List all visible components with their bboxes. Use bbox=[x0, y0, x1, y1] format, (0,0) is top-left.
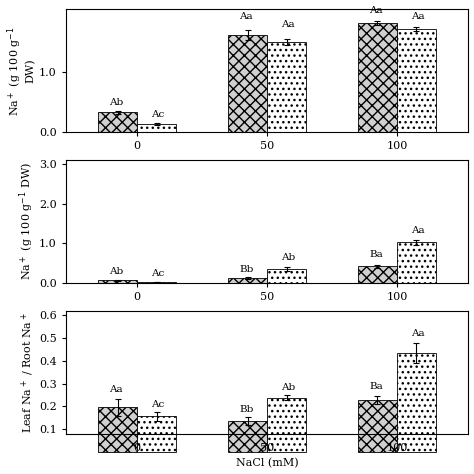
Bar bbox=[267, 398, 306, 452]
Y-axis label: Na$^+$ (g 100 g$^{-1}$
DW): Na$^+$ (g 100 g$^{-1}$ DW) bbox=[6, 26, 36, 116]
Bar bbox=[98, 407, 137, 452]
Text: Aa: Aa bbox=[281, 20, 295, 29]
Text: Ab: Ab bbox=[109, 98, 124, 107]
Text: Aa: Aa bbox=[411, 226, 425, 235]
Text: Ab: Ab bbox=[281, 253, 295, 262]
Text: Aa: Aa bbox=[239, 12, 253, 21]
Text: Ac: Ac bbox=[151, 269, 164, 278]
Bar bbox=[228, 35, 267, 132]
Bar bbox=[228, 421, 267, 452]
Bar bbox=[397, 242, 436, 283]
Bar bbox=[267, 269, 306, 283]
Text: Ba: Ba bbox=[369, 383, 383, 392]
Y-axis label: Na$^+$ (g 100 g$^{-1}$ DW): Na$^+$ (g 100 g$^{-1}$ DW) bbox=[18, 163, 36, 281]
Y-axis label: Leaf Na$^+$ / Root Na$^+$: Leaf Na$^+$ / Root Na$^+$ bbox=[20, 312, 36, 433]
Bar bbox=[98, 112, 137, 132]
Bar bbox=[397, 29, 436, 132]
Bar bbox=[358, 266, 397, 283]
Bar bbox=[397, 353, 436, 452]
Text: Ac: Ac bbox=[151, 400, 164, 409]
Bar bbox=[137, 417, 176, 452]
Text: Aa: Aa bbox=[411, 12, 425, 21]
Text: Bb: Bb bbox=[239, 265, 254, 274]
Bar bbox=[137, 124, 176, 132]
Bar bbox=[358, 400, 397, 452]
Bar bbox=[98, 281, 137, 283]
Text: Ac: Ac bbox=[151, 110, 164, 119]
X-axis label: NaCl (mM): NaCl (mM) bbox=[236, 458, 298, 468]
Bar bbox=[267, 42, 306, 132]
Text: Aa: Aa bbox=[369, 6, 383, 15]
Text: Ab: Ab bbox=[109, 267, 124, 276]
Bar bbox=[137, 282, 176, 283]
Text: Ab: Ab bbox=[281, 383, 295, 392]
Bar bbox=[358, 23, 397, 132]
Text: Bb: Bb bbox=[239, 404, 254, 413]
Bar bbox=[228, 278, 267, 283]
Text: Aa: Aa bbox=[109, 385, 123, 394]
Text: Ba: Ba bbox=[369, 250, 383, 259]
Text: Aa: Aa bbox=[411, 329, 425, 338]
